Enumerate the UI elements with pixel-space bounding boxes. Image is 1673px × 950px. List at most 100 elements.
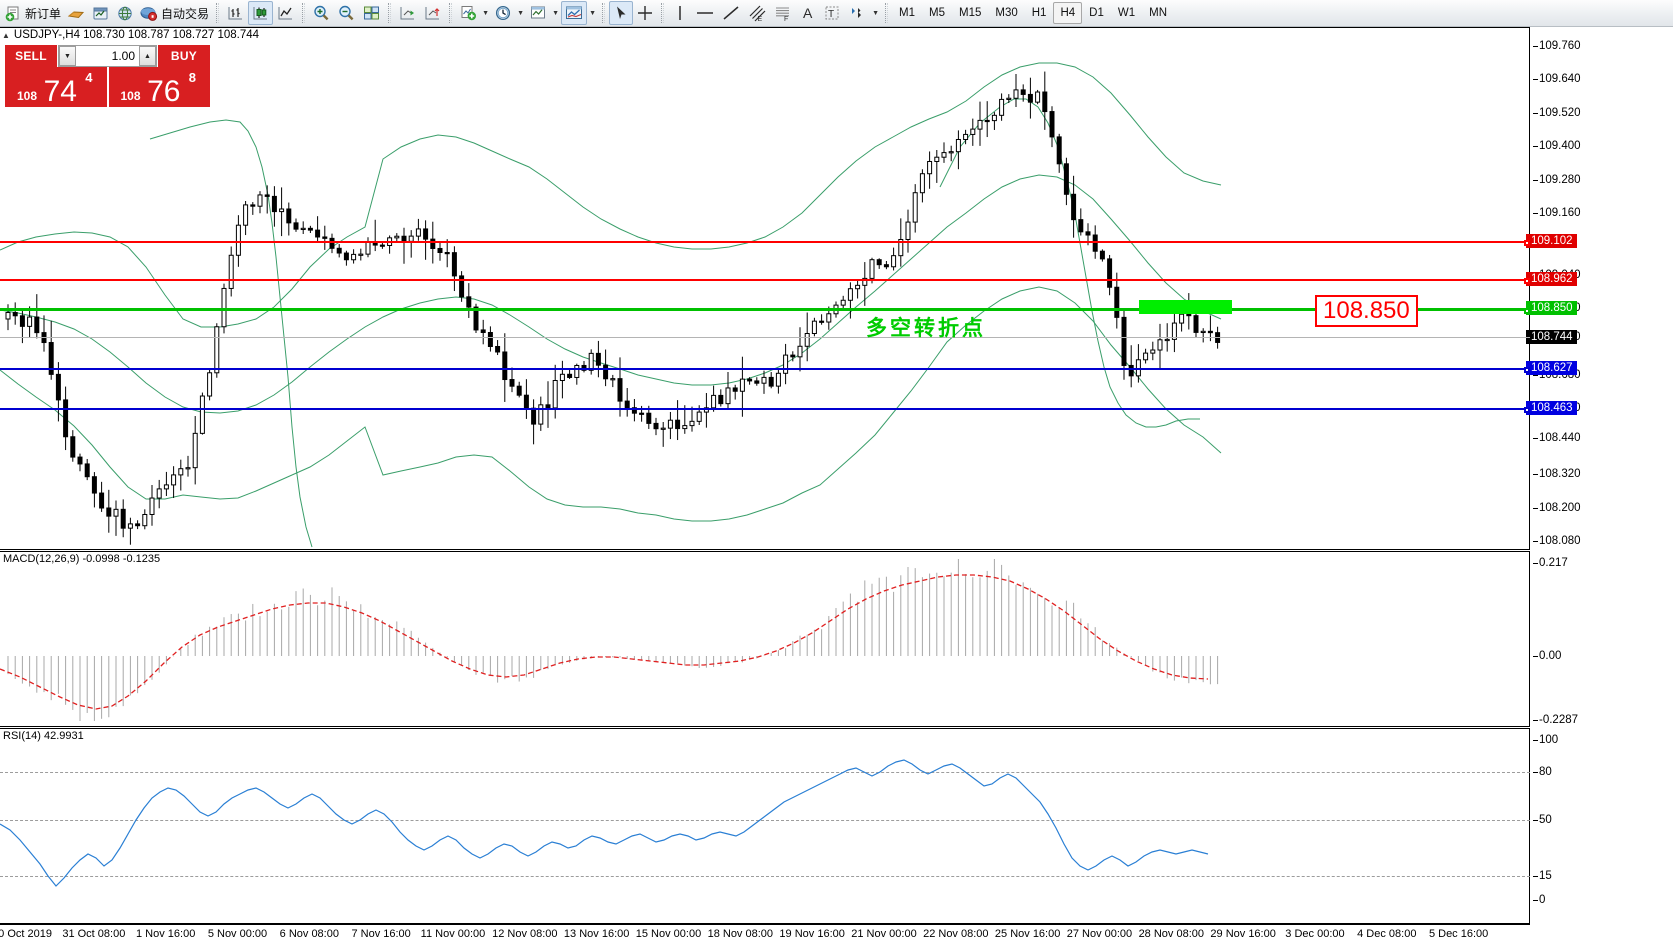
- time-tick: 5 Nov 00:00: [207, 928, 268, 940]
- rsi-level-50: [0, 820, 1530, 821]
- price-tag-109102[interactable]: 109.102: [1526, 234, 1577, 248]
- volume-stepper[interactable]: ▼ 1.00 ▲: [58, 45, 157, 67]
- timeframe-m5[interactable]: M5: [929, 7, 945, 19]
- rsi-axis: 100 80 50 15 0: [1530, 728, 1673, 924]
- text-tool-icon[interactable]: A: [796, 1, 820, 25]
- pivot-line-108850[interactable]: [0, 308, 1530, 314]
- rsi-caption: RSI(14) 42.9931: [3, 730, 84, 742]
- oct-top-row: SELL ▼ 1.00 ▲ BUY: [5, 45, 210, 67]
- globe-network-icon[interactable]: [113, 1, 137, 25]
- timeframe-mn[interactable]: MN: [1149, 7, 1167, 19]
- rsi-tick: 100: [1532, 734, 1559, 746]
- timeframe-m30[interactable]: M30: [995, 7, 1018, 19]
- price-tag-108850[interactable]: 108.850: [1526, 301, 1577, 315]
- price-tick: 109.760: [1533, 40, 1581, 52]
- horizontal-line-icon[interactable]: [692, 1, 718, 25]
- line-anchor[interactable]: [1524, 240, 1530, 246]
- time-tick: 6 Nov 08:00: [279, 928, 339, 940]
- line-chart-icon[interactable]: [273, 1, 298, 25]
- timeframe-d1[interactable]: D1: [1089, 7, 1104, 19]
- time-tick: 21 Nov 00:00: [851, 928, 917, 940]
- price-tag-108463[interactable]: 108.463: [1526, 401, 1577, 415]
- text-label-icon[interactable]: T: [820, 1, 844, 25]
- price-tick: 109.520: [1533, 107, 1581, 119]
- add-indicator-dropdown-arrow[interactable]: ▼: [482, 9, 489, 17]
- volume-increase-button[interactable]: ▲: [139, 46, 156, 66]
- rsi-pane-border: [0, 728, 1530, 924]
- chart-area[interactable]: 多空转折点 108.850 109.760 109.640 109.520 10…: [0, 27, 1673, 950]
- resistance-line-109102[interactable]: [0, 240, 1530, 246]
- price-callout-label[interactable]: 108.850: [1315, 295, 1418, 327]
- chinese-annotation-text[interactable]: 多空转折点: [866, 316, 986, 340]
- shapes-dropdown-arrow[interactable]: ▼: [872, 9, 879, 17]
- template-dropdown-arrow[interactable]: ▼: [552, 9, 559, 17]
- rsi-line-svg: [0, 759, 1209, 887]
- macd-caption: MACD(12,26,9) -0.0998 -0.1235: [3, 553, 161, 565]
- macd-tick: 0.217: [1533, 557, 1568, 569]
- price-axis: 109.760 109.640 109.520 109.400 109.280 …: [1526, 27, 1673, 550]
- tile-windows-icon[interactable]: [359, 1, 384, 25]
- support-line-108627[interactable]: [0, 367, 1530, 373]
- shift-chart-icon[interactable]: [395, 1, 420, 25]
- sell-button[interactable]: SELL: [5, 45, 57, 67]
- period-clock-icon[interactable]: [491, 1, 515, 25]
- price-tick: 108.440: [1533, 432, 1581, 444]
- line-anchor[interactable]: [1524, 367, 1530, 373]
- price-tag-108627[interactable]: 108.627: [1526, 361, 1577, 375]
- terminal-window-icon[interactable]: [89, 1, 113, 25]
- bar-chart-icon[interactable]: [223, 1, 248, 25]
- price-candles-svg: [0, 62, 1222, 548]
- highlight-zone-rectangle[interactable]: [1139, 300, 1232, 314]
- macd-pane[interactable]: MACD(12,26,9) -0.0998 -0.1235 0.217 0.00…: [0, 551, 1578, 727]
- timeframe-w1[interactable]: W1: [1117, 7, 1136, 19]
- line-anchor[interactable]: [1524, 308, 1530, 314]
- timeframe-group: M1 M5 M15 M30 H1 H4 D1 W1 MN: [892, 2, 1174, 24]
- price-tag-108962[interactable]: 108.962: [1526, 272, 1577, 286]
- buy-price-tile[interactable]: 108 76 8: [108, 67, 210, 108]
- toolbar-separator-3: [388, 3, 392, 23]
- arrows-shapes-icon[interactable]: [844, 1, 870, 25]
- current-price-line: [0, 337, 1530, 338]
- timeframe-h4[interactable]: H4: [1053, 2, 1083, 24]
- zoom-in-icon[interactable]: [309, 1, 334, 25]
- trendline-icon[interactable]: [718, 1, 744, 25]
- auto-scroll-icon[interactable]: [420, 1, 445, 25]
- time-tick: 12 Nov 08:00: [492, 928, 558, 940]
- timeframe-h1[interactable]: H1: [1031, 7, 1047, 19]
- autotrading-button[interactable]: 自动交易: [137, 1, 212, 25]
- new-order-button[interactable]: 新订单: [2, 1, 64, 25]
- macd-histogram-svg: [0, 559, 1219, 721]
- line-anchor[interactable]: [1524, 278, 1530, 284]
- vertical-line-icon[interactable]: [668, 1, 692, 25]
- volume-value[interactable]: 1.00: [111, 49, 135, 63]
- timeframe-m1[interactable]: M1: [899, 7, 916, 19]
- time-tick: 11 Nov 00:00: [420, 928, 486, 940]
- candlestick-chart-icon[interactable]: [248, 1, 274, 25]
- line-anchor[interactable]: [1524, 407, 1530, 413]
- volume-decrease-button[interactable]: ▼: [59, 46, 76, 66]
- rsi-pane[interactable]: RSI(14) 42.9931 100 80 50 15 0: [0, 728, 1558, 924]
- resistance-line-108962[interactable]: [0, 278, 1530, 284]
- macd-tick: -0.2287: [1532, 714, 1579, 726]
- one-click-trading-panel[interactable]: SELL ▼ 1.00 ▲ BUY 108 74 4 108: [5, 45, 210, 108]
- chart-properties-dropdown-arrow[interactable]: ▼: [589, 9, 596, 17]
- sell-price-tile[interactable]: 108 74 4: [5, 67, 107, 108]
- add-indicator-icon[interactable]: [456, 1, 480, 25]
- price-tick: 108.320: [1533, 468, 1581, 480]
- equidistant-channel-icon[interactable]: E: [744, 1, 770, 25]
- template-manager-icon[interactable]: [526, 1, 550, 25]
- support-line-108463[interactable]: [0, 407, 1530, 413]
- fibonacci-retracement-icon[interactable]: F: [770, 1, 796, 25]
- buy-button[interactable]: BUY: [158, 45, 210, 67]
- rsi-level-15: [0, 876, 1530, 877]
- chart-properties-icon[interactable]: [561, 1, 588, 25]
- collapse-triangle-icon[interactable]: ▲: [2, 30, 10, 40]
- crosshair-icon[interactable]: [633, 1, 657, 25]
- gold-bars-icon[interactable]: [64, 1, 89, 25]
- zoom-out-icon[interactable]: [334, 1, 359, 25]
- price-pane[interactable]: 多空转折点 108.850 109.760 109.640 109.520 10…: [0, 27, 1581, 550]
- cursor-arrow-icon[interactable]: [609, 1, 634, 25]
- period-dropdown-arrow[interactable]: ▼: [517, 9, 524, 17]
- timeframe-m15[interactable]: M15: [959, 7, 982, 19]
